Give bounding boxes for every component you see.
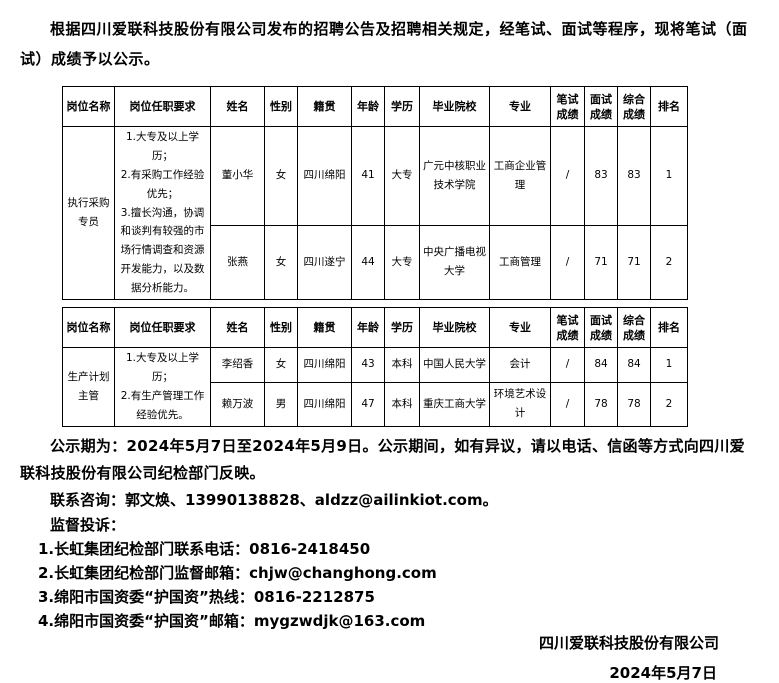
signature-date: 2024年5月7日 [609,663,717,682]
school-cell: 中国人民大学 [419,347,490,383]
gender-cell: 女 [264,126,298,226]
requirement-line: 1.大专及以上学历； [125,131,200,162]
col-header-education: 学历 [384,86,420,127]
col-header-position: 岗位名称 [62,86,115,127]
col-header-school: 毕业院校 [419,86,490,127]
overall-score-cell: 83 [617,126,651,226]
table-row: 赖万波 男 四川绵阳 47 本科 重庆工商大学 环境艺术设计 / 78 78 2 [63,381,688,427]
supervision-title: 监督投诉： [50,515,126,534]
col-header-position: 岗位名称 [62,307,115,349]
major-cell: 工商企业管理 [489,126,551,226]
interview-score-cell: 71 [584,224,618,301]
education-cell: 大专 [384,126,420,226]
col-header-rank: 排名 [650,86,688,127]
col-header-requirements: 岗位任职要求 [114,86,211,127]
col-header-education: 学历 [384,307,420,349]
table-row: 张燕 女 四川遂宁 44 大专 中央广播电视大学 工商管理 / 71 71 2 [63,224,688,301]
signature-block: 四川爱联科技股份有限公司 2024年5月7日 [20,633,759,683]
school-cell: 重庆工商大学 [419,381,490,427]
col-header-interview-score: 面试成绩 [584,86,618,127]
col-header-written-score: 笔试成绩 [550,307,585,349]
major-cell: 会计 [489,347,551,383]
hometown-cell: 四川绵阳 [297,381,352,427]
overall-score-cell: 84 [617,347,651,383]
contact-line: 联系咨询：郭文焕、13990138828、aldzz@ailinkiot.com… [50,490,498,509]
age-cell: 43 [351,347,385,383]
requirement-line: 1.大专及以上学历； [125,352,200,383]
interview-score-cell: 84 [584,347,618,383]
col-header-rank: 排名 [650,307,688,349]
supervision-item-hotline: 3.绵阳市国资委“护国资”热线：0816-2212875 [38,587,375,606]
col-header-gender: 性别 [264,86,298,127]
results-table-purchasing: 岗位名称 岗位任职要求 姓名 性别 籍贯 年龄 学历 毕业院校 专业 笔试成绩 … [62,86,688,301]
school-cell: 广元中核职业技术学院 [419,126,490,226]
supervision-item-email: 2.长虹集团纪检部门监督邮箱：chjw@changhong.com [38,563,437,582]
education-cell: 本科 [384,347,420,383]
written-score-cell: / [550,381,585,427]
hometown-cell: 四川绵阳 [297,126,352,226]
requirement-line: 2.有采购工作经验优先； [120,168,205,200]
position-name-cell: 生产计划主管 [62,347,115,427]
intro-paragraph: 根据四川爱联科技股份有限公司发布的招聘公告及招聘相关规定，经笔试、面试等程序，现… [20,20,748,68]
position-requirements-cell: 1.大专及以上学历； 2.有生产管理工作经验优先。 [114,347,211,427]
col-header-major: 专业 [489,307,551,349]
table-row: 生产计划主管 1.大专及以上学历； 2.有生产管理工作经验优先。 李绍香 女 四… [62,347,688,427]
col-header-overall-score: 综合成绩 [617,86,651,127]
age-cell: 44 [351,224,385,301]
gender-cell: 女 [264,347,298,383]
col-header-name: 姓名 [210,86,265,127]
overall-score-cell: 78 [617,381,651,427]
rank-cell: 1 [650,126,688,226]
table-header-row: 岗位名称 岗位任职要求 姓名 性别 籍贯 年龄 学历 毕业院校 专业 笔试成绩 … [62,307,688,349]
major-cell: 工商管理 [489,224,551,301]
col-header-overall-score: 综合成绩 [617,307,651,349]
gender-cell: 男 [264,381,298,427]
col-header-age: 年龄 [351,86,385,127]
col-header-major: 专业 [489,86,551,127]
age-cell: 47 [351,381,385,427]
col-header-gender: 性别 [264,307,298,349]
rank-cell: 2 [650,381,688,427]
col-header-hometown: 籍贯 [297,86,352,127]
table-row: 执行采购专员 1.大专及以上学历； 2.有采购工作经验优先； 3.擅长沟通，协调… [62,125,688,301]
written-score-cell: / [550,347,585,383]
name-cell: 李绍香 [210,347,265,383]
position-name-cell: 执行采购专员 [62,125,115,301]
supervision-item-mailbox: 4.绵阳市国资委“护国资”邮箱：mygzwdjk@163.com [38,611,426,630]
col-header-name: 姓名 [210,307,265,349]
school-cell: 中央广播电视大学 [419,224,490,301]
publicity-period-paragraph: 公示期为：2024年5月7日至2024年5月9日。公示期间，如有异议，请以电话、… [20,436,745,482]
hometown-cell: 四川绵阳 [297,347,352,383]
results-table-production: 岗位名称 岗位任职要求 姓名 性别 籍贯 年龄 学历 毕业院校 专业 笔试成绩 … [62,307,688,427]
interview-score-cell: 83 [584,126,618,226]
name-cell: 赖万波 [210,381,265,427]
notice-section: 公示期为：2024年5月7日至2024年5月9日。公示期间，如有异议，请以电话、… [20,433,759,633]
col-header-age: 年龄 [351,307,385,349]
table-header-row: 岗位名称 岗位任职要求 姓名 性别 籍贯 年龄 学历 毕业院校 专业 笔试成绩 … [62,86,688,127]
hometown-cell: 四川遂宁 [297,224,352,301]
col-header-school: 毕业院校 [419,307,490,349]
name-cell: 董小华 [210,126,265,226]
requirement-line: 3.擅长沟通，协调和谈判有较强的市场行情调查和资源开发能力，以及数据分析能力。 [120,206,205,295]
written-score-cell: / [550,126,585,226]
col-header-written-score: 笔试成绩 [550,86,585,127]
education-cell: 本科 [384,381,420,427]
interview-score-cell: 78 [584,381,618,427]
col-header-requirements: 岗位任职要求 [114,307,211,349]
overall-score-cell: 71 [617,224,651,301]
position-requirements-cell: 1.大专及以上学历； 2.有采购工作经验优先； 3.擅长沟通，协调和谈判有较强的… [114,125,211,301]
announcement-page: { "document": { "intro": "根据四川爱联科技股份有限公司… [20,20,759,682]
requirement-line: 2.有生产管理工作经验优先。 [120,389,205,421]
rank-cell: 2 [650,224,688,301]
name-cell: 张燕 [210,224,265,301]
rank-cell: 1 [650,347,688,383]
age-cell: 41 [351,126,385,226]
written-score-cell: / [550,224,585,301]
education-cell: 大专 [384,224,420,301]
supervision-item-phone: 1.长虹集团纪检部门联系电话：0816-2418450 [38,539,371,558]
major-cell: 环境艺术设计 [489,381,551,427]
col-header-interview-score: 面试成绩 [584,307,618,349]
gender-cell: 女 [264,224,298,301]
col-header-hometown: 籍贯 [297,307,352,349]
